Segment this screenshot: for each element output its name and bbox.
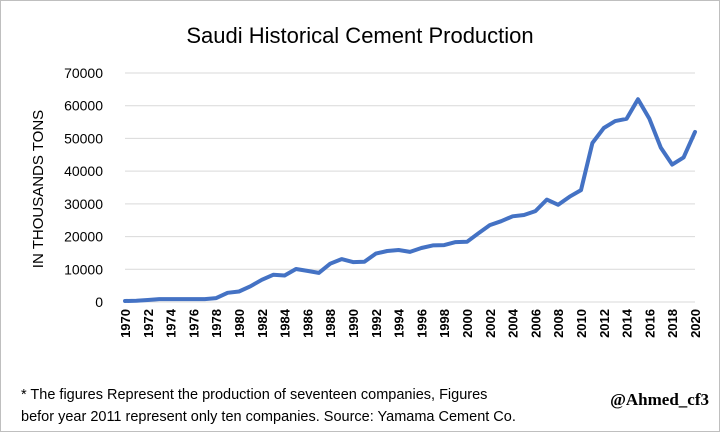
- x-tick-label: 1998: [437, 309, 452, 338]
- y-axis-label: IN THOUSANDS TONS: [30, 110, 47, 268]
- x-tick-label: 1992: [369, 309, 384, 338]
- x-tick-label: 2002: [483, 309, 498, 338]
- x-tick-label: 2010: [574, 309, 589, 338]
- x-tick-label: 1978: [209, 309, 224, 338]
- author-credit: @Ahmed_cf3: [610, 390, 709, 409]
- x-tick-label: 2016: [642, 309, 657, 338]
- x-tick-label: 1972: [141, 309, 156, 338]
- x-tick-label: 2012: [597, 309, 612, 338]
- y-tick-label: 20000: [64, 229, 103, 245]
- x-tick-label: 1986: [300, 309, 315, 338]
- x-tick-label: 1988: [323, 309, 338, 338]
- x-tick-label: 2018: [665, 309, 680, 338]
- y-tick-label: 70000: [64, 65, 103, 81]
- footnote-line-2: befor year 2011 represent only ten compa…: [21, 409, 516, 425]
- x-tick-label: 2020: [688, 309, 703, 338]
- chart-title: Saudi Historical Cement Production: [186, 23, 533, 48]
- x-tick-label: 1984: [278, 308, 293, 338]
- x-tick-label: 1970: [118, 309, 133, 338]
- y-axis-ticks: 0 10000 20000 30000 40000 50000 60000 70000: [64, 65, 103, 310]
- x-tick-label: 1982: [255, 309, 270, 338]
- y-tick-label: 60000: [64, 98, 103, 114]
- x-axis-ticks: 1970 1972 1974 1976 1978 1980 1982 1984 1986 1988…: [118, 308, 703, 338]
- x-tick-label: 1990: [346, 309, 361, 338]
- x-tick-label: 2000: [460, 309, 475, 338]
- x-tick-label: 1976: [186, 309, 201, 338]
- x-tick-label: 2008: [551, 309, 566, 338]
- footnote-line-1: * The figures Represent the production o…: [21, 387, 488, 403]
- x-tick-label: 1980: [232, 309, 247, 338]
- x-tick-label: 2004: [506, 308, 521, 338]
- y-tick-label: 10000: [64, 261, 103, 277]
- chart-area: Saudi Historical Cement Production IN TH…: [30, 23, 703, 338]
- y-tick-label: 0: [95, 294, 103, 310]
- x-tick-label: 1994: [392, 308, 407, 338]
- x-tick-label: 2014: [620, 308, 635, 338]
- y-tick-label: 30000: [64, 196, 103, 212]
- x-tick-label: 2006: [528, 309, 543, 338]
- footnote: * The figures Represent the production o…: [21, 384, 581, 428]
- gridlines: [125, 72, 695, 303]
- x-tick-label: 1974: [164, 308, 179, 338]
- x-tick-label: 1996: [414, 309, 429, 338]
- y-tick-label: 40000: [64, 163, 103, 179]
- series-line-cement-production: [123, 97, 697, 303]
- y-tick-label: 50000: [64, 130, 103, 146]
